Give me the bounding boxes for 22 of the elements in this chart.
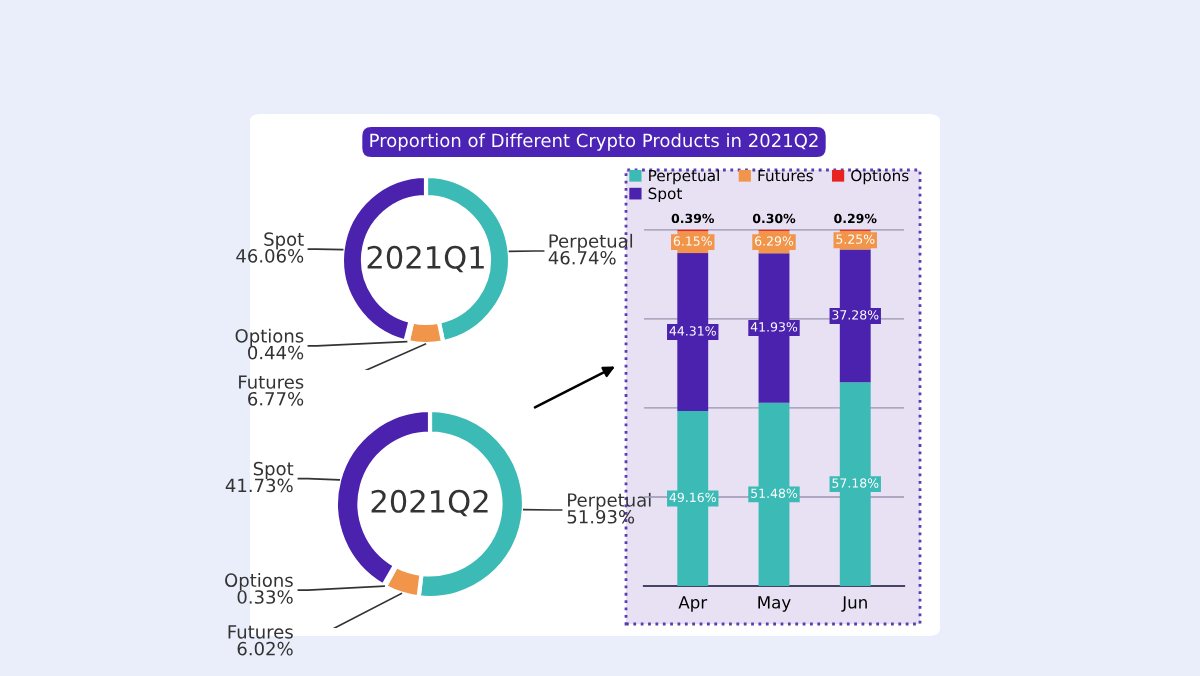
data-label: 51.93%	[567, 509, 635, 524]
data-label: 6.02%	[237, 641, 293, 656]
slice-label: Futures	[228, 625, 293, 639]
data-label: 46.74%	[548, 250, 616, 265]
x-tick-label: Apr	[678, 596, 708, 612]
slice-label: Spot	[264, 232, 304, 250]
data-label: 41.73%	[225, 478, 293, 493]
slice-label: Options	[225, 573, 293, 591]
slice-label: Futures	[239, 375, 304, 389]
slice-label: Perpetual	[549, 233, 633, 252]
text: 2021Q2	[371, 489, 488, 517]
slice-label: Options	[235, 328, 304, 347]
text: 2021Q1	[367, 245, 484, 273]
data-label: 0.33%	[237, 590, 293, 604]
data-label: 6.77%	[248, 391, 304, 406]
x-tick-label: Jun	[841, 596, 867, 612]
legend-label: Perpetual	[568, 492, 651, 511]
data-label: 0.44%	[248, 345, 304, 360]
data-label: 46.06%	[236, 249, 304, 263]
x-tick-label: May	[758, 596, 791, 612]
slice-label: Spot	[253, 461, 294, 479]
chart-title: Proportion of Different Crypto Products in 2021Q2	[370, 133, 818, 151]
